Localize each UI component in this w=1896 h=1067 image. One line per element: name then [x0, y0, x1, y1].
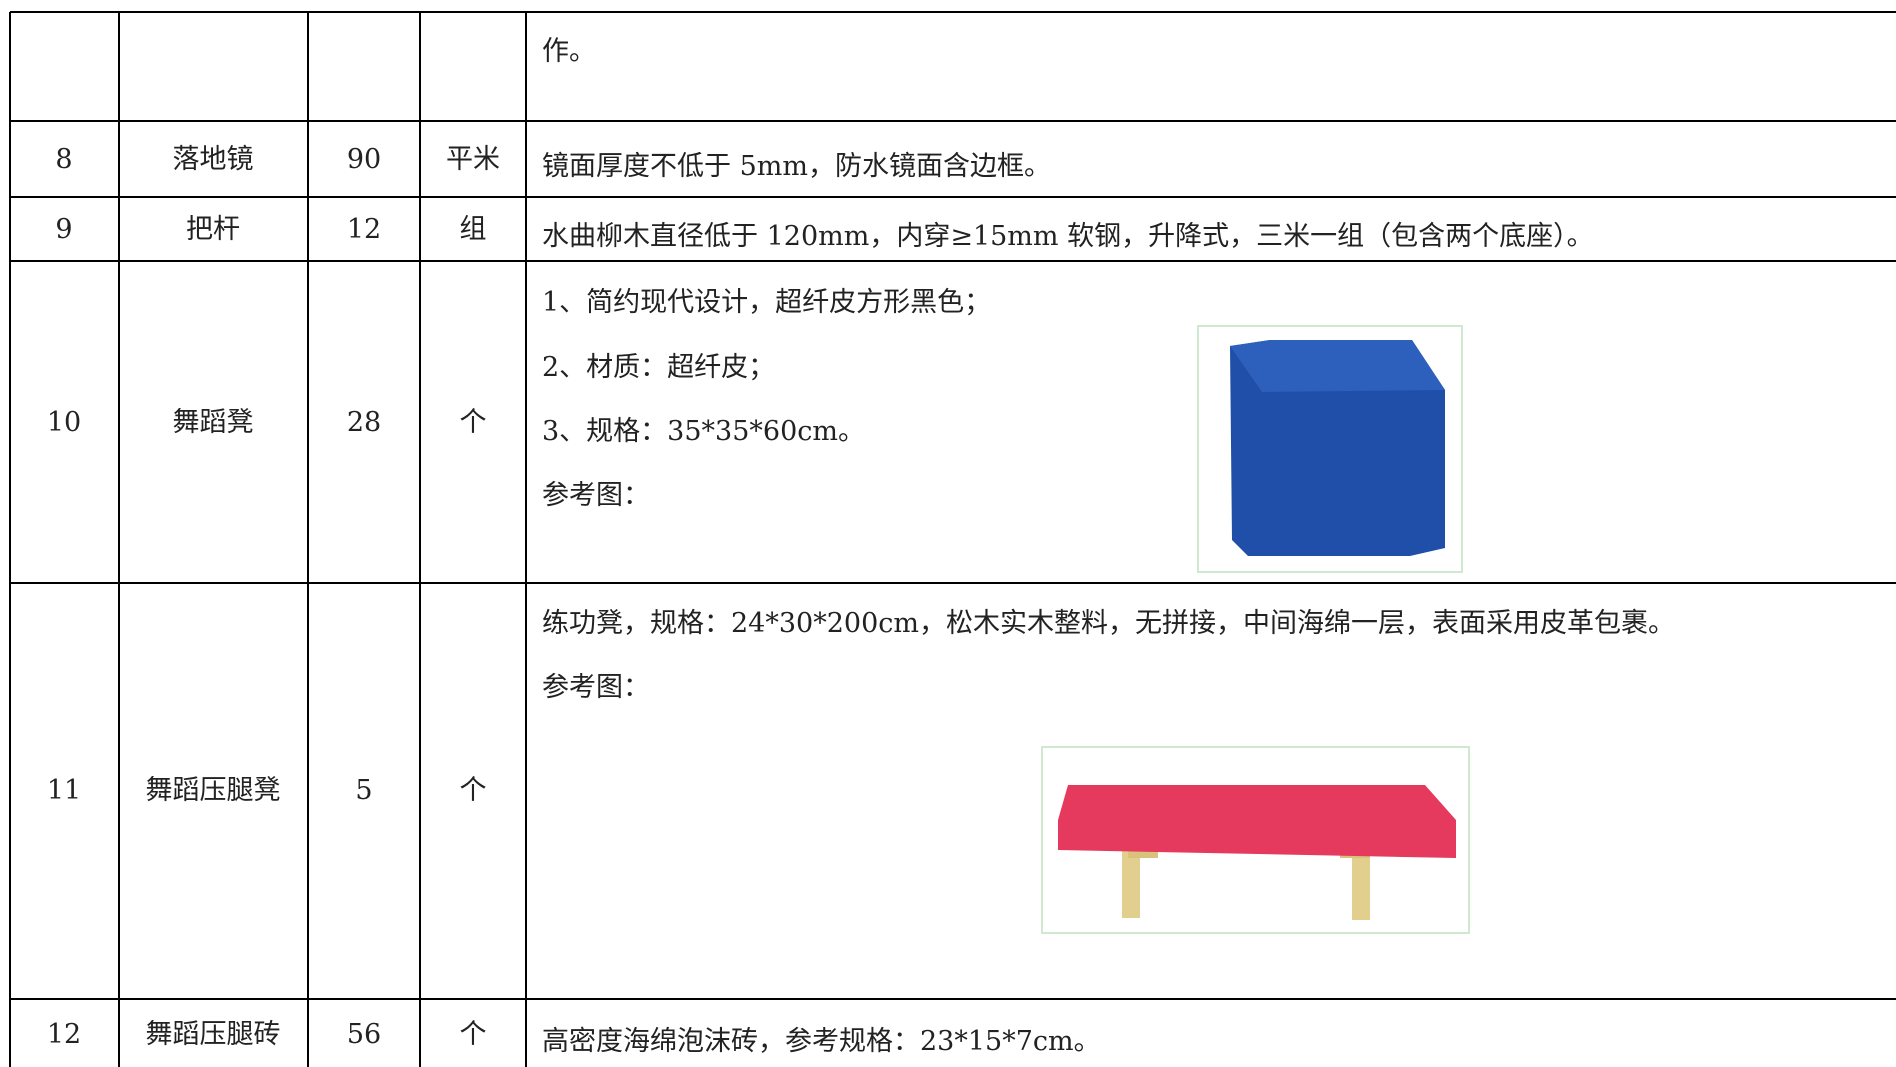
item-quantity: 28	[346, 407, 382, 438]
row-number: 11	[46, 775, 82, 806]
item-unit: 个	[459, 1019, 487, 1050]
item-unit: 组	[459, 214, 487, 245]
bench-leg	[1352, 848, 1370, 920]
item-description: 参考图：	[542, 672, 650, 703]
row-number: 8	[55, 144, 73, 175]
item-description: 高密度海绵泡沫砖，参考规格：23*15*7cm。	[542, 1026, 1101, 1057]
item-unit: 个	[459, 775, 487, 806]
item-name: 舞蹈压腿凳	[145, 775, 281, 806]
item-description: 作。	[542, 36, 596, 67]
item-quantity: 5	[355, 775, 373, 806]
item-description: 镜面厚度不低于 5mm，防水镜面含边框。	[542, 151, 1051, 182]
item-description: 水曲柳木直径低于 120mm，内穿≥15mm 软钢，升降式，三米一组（包含两个底…	[542, 221, 1594, 252]
bench-leg	[1122, 848, 1140, 918]
bench-image	[1041, 746, 1470, 934]
item-unit: 个	[459, 407, 487, 438]
stool-image	[1197, 325, 1463, 573]
item-description: 2、材质：超纤皮；	[542, 352, 776, 383]
item-name: 落地镜	[172, 144, 254, 175]
item-quantity: 90	[346, 144, 382, 175]
row-number: 10	[46, 407, 82, 438]
bench-brace	[1128, 850, 1158, 858]
cube-body	[1230, 340, 1445, 556]
item-unit: 平米	[446, 144, 500, 175]
row-number: 12	[46, 1019, 82, 1050]
item-description: 1、简约现代设计，超纤皮方形黑色；	[542, 287, 992, 318]
item-name: 舞蹈凳	[172, 407, 254, 438]
item-description: 3、规格：35*35*60cm。	[542, 416, 865, 447]
item-name: 舞蹈压腿砖	[145, 1019, 281, 1050]
grid-lines	[9, 11, 1896, 1067]
cube-top	[1230, 340, 1445, 392]
row-number: 9	[55, 214, 73, 245]
item-quantity: 56	[346, 1019, 382, 1050]
bench-top	[1058, 785, 1456, 858]
item-description: 参考图：	[542, 480, 650, 511]
item-quantity: 12	[346, 214, 382, 245]
item-description: 练功凳，规格：24*30*200cm，松木实木整料，无拼接，中间海绵一层，表面采…	[542, 608, 1675, 639]
item-name: 把杆	[186, 214, 240, 245]
